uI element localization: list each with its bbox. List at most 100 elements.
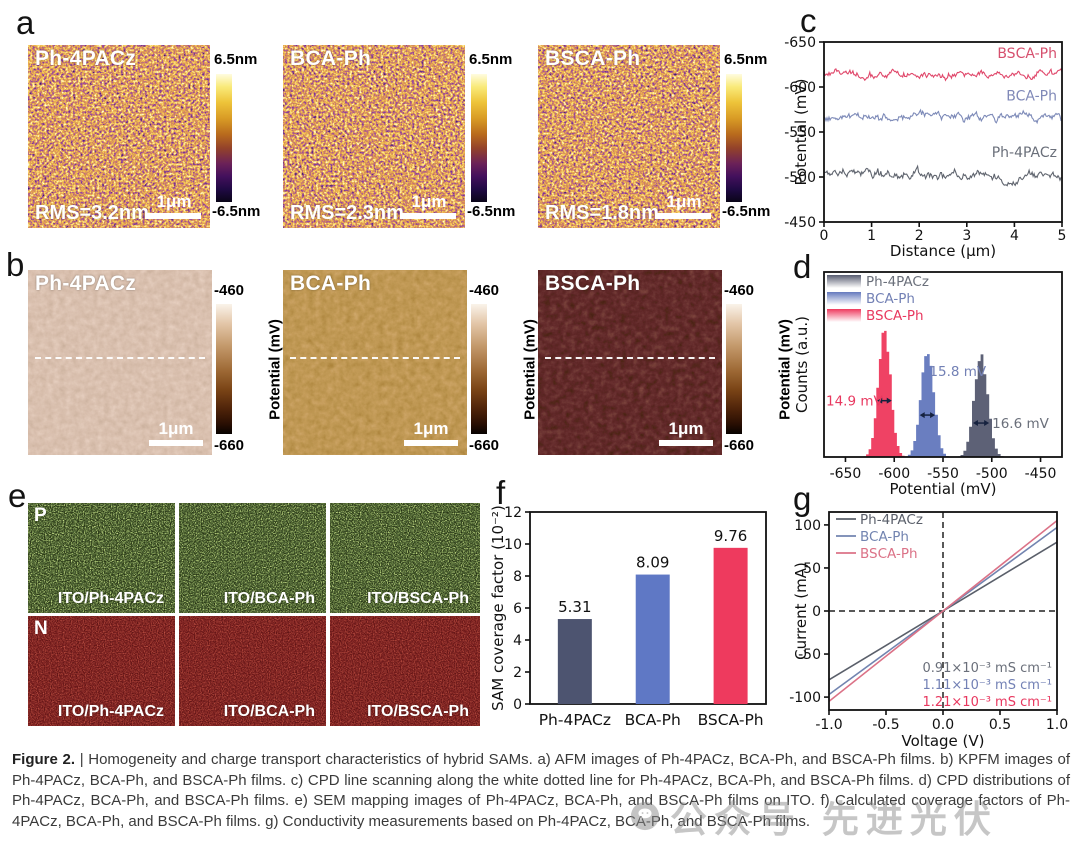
svg-text:-550: -550 <box>927 466 959 482</box>
panel-f-label: f <box>496 474 506 511</box>
image-title: BSCA-Ph <box>545 47 641 70</box>
svg-text:1.21×10⁻³ mS cm⁻¹: 1.21×10⁻³ mS cm⁻¹ <box>922 695 1052 710</box>
afm-image-ph-4pacz: Ph-4PACz RMS=3.2nm 1μm <box>28 45 210 228</box>
image-title: Ph-4PACz <box>35 47 137 70</box>
element-tag: N <box>34 618 48 639</box>
svg-text:Ph-4PACz: Ph-4PACz <box>860 512 923 528</box>
svg-text:2: 2 <box>915 228 924 244</box>
svg-text:0: 0 <box>812 604 821 620</box>
svg-text:0.0: 0.0 <box>932 717 954 733</box>
scale-bar-line <box>404 440 458 446</box>
svg-text:Ph-4PACz: Ph-4PACz <box>866 274 929 290</box>
afm-texture <box>283 45 465 228</box>
svg-text:BSCA-Ph: BSCA-Ph <box>860 546 918 562</box>
afm-colorbar <box>726 74 742 202</box>
scale-bar-line <box>657 213 711 219</box>
colorbar-max-label: 6.5nm <box>214 51 258 68</box>
svg-text:0: 0 <box>513 697 522 713</box>
sem-p-texture <box>179 503 326 613</box>
sem-p-texture <box>330 503 480 613</box>
svg-text:Ph-4PACz: Ph-4PACz <box>539 711 611 729</box>
scale-bar-line <box>402 213 456 219</box>
caption-text: | Homogeneity and charge transport chara… <box>12 751 1070 830</box>
sem-cell-label: ITO/Ph-4PACz <box>57 703 164 720</box>
svg-text:4: 4 <box>513 633 522 649</box>
image-title: BSCA-Ph <box>545 272 641 295</box>
colorbar-axis-label: Potential (mV) <box>521 319 539 420</box>
svg-text:-650: -650 <box>830 466 862 482</box>
svg-text:Current (mA): Current (mA) <box>792 562 810 660</box>
svg-text:BCA-Ph: BCA-Ph <box>860 529 909 545</box>
svg-text:50: 50 <box>803 561 821 577</box>
scale-bar-line <box>147 213 201 219</box>
kpfm-colorbar <box>726 304 742 434</box>
scale-bar-label: 1μm <box>411 192 447 211</box>
svg-text:Ph-4PACz: Ph-4PACz <box>992 145 1057 161</box>
scan-line-dashed <box>290 356 460 359</box>
svg-text:BSCA-Ph: BSCA-Ph <box>997 46 1057 62</box>
svg-text:Counts (a.u.): Counts (a.u.) <box>793 316 811 413</box>
panel-b-label: b <box>6 246 25 283</box>
scale-bar: 1μm <box>659 420 713 446</box>
svg-text:-100: -100 <box>789 690 821 706</box>
colorbar-min-label: -660 <box>469 437 500 454</box>
rms-label: RMS=2.3nm <box>290 202 404 224</box>
kpfm-texture <box>538 270 722 455</box>
afm-image-bsca-ph: BSCA-Ph RMS=1.8nm 1μm <box>538 45 720 228</box>
scale-bar-line <box>149 440 203 446</box>
scale-bar: 1μm <box>149 420 203 446</box>
svg-text:2: 2 <box>513 665 522 681</box>
svg-text:16.6 mV: 16.6 mV <box>992 416 1050 432</box>
svg-text:-50: -50 <box>798 647 821 663</box>
colorbar-axis-label: Potential (mV) <box>776 319 794 420</box>
sem-cell-p-bca-ph: ITO/BCA-Ph <box>179 503 326 613</box>
sem-cell-n-bca-ph: ITO/BCA-Ph <box>179 616 326 726</box>
sem-cell-label: ITO/BCA-Ph <box>223 590 315 607</box>
cpd-distribution-chart: 16.6 mV 15.8 mV 14.9 mV Ph-4PACzBCA-PhBSCA-… <box>793 271 1063 498</box>
svg-text:-450: -450 <box>1025 466 1057 482</box>
image-title: Ph-4PACz <box>35 272 137 295</box>
sem-n-texture <box>179 616 326 726</box>
svg-text:10: 10 <box>504 537 522 553</box>
afm-colorbar <box>471 74 487 202</box>
colorbar-axis-label: Potential (mV) <box>266 319 284 420</box>
panel-c-label: c <box>800 2 817 39</box>
afm-tile-ph-4pacz: Ph-4PACz RMS=3.2nm 1μm 6.5nm -6.5nm <box>28 45 278 230</box>
svg-text:3: 3 <box>962 228 971 244</box>
afm-tile-bsca-ph: BSCA-Ph RMS=1.8nm 1μm 6.5nm -6.5nm <box>538 45 788 230</box>
afm-texture <box>28 45 210 228</box>
svg-text:0.5: 0.5 <box>989 717 1011 733</box>
sem-cell-label: ITO/BSCA-Ph <box>367 590 469 607</box>
caption-figure-number: Figure 2. <box>12 751 76 768</box>
svg-text:BCA-Ph: BCA-Ph <box>866 291 915 307</box>
sem-mapping-grid: P ITO/Ph-4PACz ITO/BCA-Ph ITO/BSCA-Ph N … <box>28 503 480 728</box>
rms-label: RMS=3.2nm <box>35 202 149 224</box>
scan-line-dashed <box>545 356 715 359</box>
svg-text:Potential (mV): Potential (mV) <box>889 480 996 498</box>
scale-bar-label: 1μm <box>158 419 194 438</box>
sem-cell-n-bsca-ph: ITO/BSCA-Ph <box>330 616 480 726</box>
colorbar-max-label: -460 <box>724 282 755 299</box>
colorbar-max-label: 6.5nm <box>469 51 513 68</box>
svg-text:-450: -450 <box>784 215 816 231</box>
svg-text:SAM coverage factor (10⁻²): SAM coverage factor (10⁻²) <box>489 505 507 711</box>
kpfm-image-ph-4pacz: Ph-4PACz 1μm <box>28 270 212 455</box>
kpfm-texture <box>283 270 467 455</box>
rms-label: RMS=1.8nm <box>545 202 659 224</box>
kpfm-tile-ph-4pacz: Ph-4PACz 1μm -460 -660 Potential (mV) <box>28 270 290 460</box>
sem-p-texture <box>28 503 175 613</box>
scale-bar-line <box>659 440 713 446</box>
afm-texture <box>538 45 720 228</box>
svg-text:Distance (μm): Distance (μm) <box>890 242 996 260</box>
svg-text:-600: -600 <box>878 466 910 482</box>
svg-text:1: 1 <box>867 228 876 244</box>
scale-bar: 1μm <box>402 193 456 219</box>
panel-e-label: e <box>8 477 27 514</box>
svg-text:BSCA-Ph: BSCA-Ph <box>866 308 924 324</box>
kpfm-image-bca-ph: BCA-Ph 1μm <box>283 270 467 455</box>
svg-text:-550: -550 <box>784 125 816 141</box>
colorbar-min-label: -6.5nm <box>212 203 261 220</box>
svg-text:12: 12 <box>504 505 522 521</box>
